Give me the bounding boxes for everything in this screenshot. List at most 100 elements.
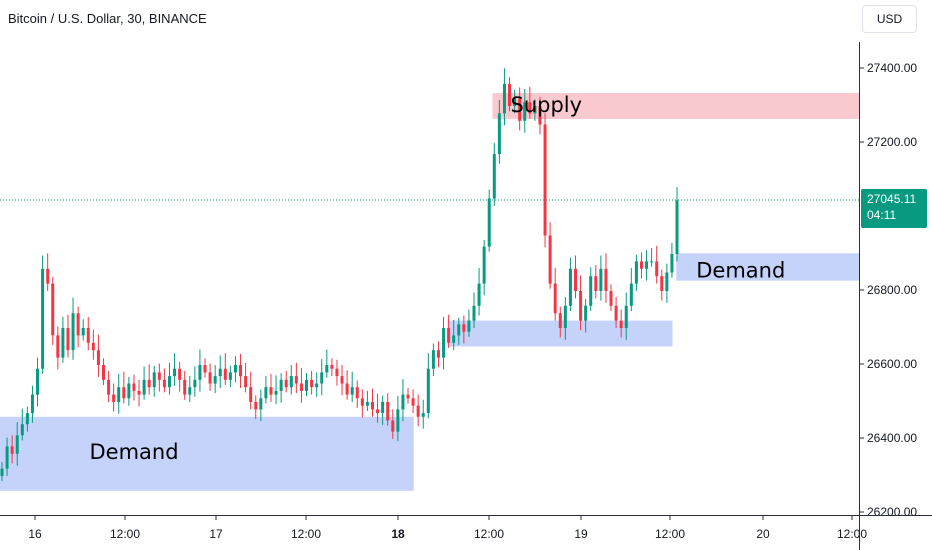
candle-body <box>86 328 90 343</box>
time-tick-label: 12:00 <box>837 527 867 541</box>
time-tick-label: 19 <box>574 527 588 541</box>
candle-body <box>391 420 395 432</box>
candle-body <box>0 468 4 476</box>
candle-body <box>573 268 577 291</box>
candle-body <box>431 350 435 369</box>
candle-body <box>482 246 486 284</box>
candle-body <box>249 387 253 402</box>
candle-body <box>30 394 34 414</box>
candle-body <box>244 376 248 388</box>
candle-body <box>208 372 212 384</box>
demand-zone-label-3: Demand <box>90 440 179 464</box>
candle-body <box>218 368 222 377</box>
candle-body <box>365 402 369 406</box>
candle-body <box>76 313 80 336</box>
candle-body <box>360 398 364 406</box>
time-axis[interactable]: 16 12:00 17 12:00 18 12:00 19 12:00 20 12:00 <box>28 515 867 541</box>
candle-body <box>254 402 258 410</box>
candle-body <box>188 387 192 395</box>
zone-labels-layer: Supply Demand Demand <box>90 93 786 464</box>
candle-body <box>310 379 314 388</box>
candle-body <box>122 387 126 399</box>
candle-body <box>376 409 380 414</box>
supply-zone-0 <box>492 93 859 119</box>
candle-body <box>513 98 517 106</box>
time-tick-label: 12:00 <box>291 527 321 541</box>
price-tick-label: 26200.00 <box>867 505 917 519</box>
candle-body <box>370 402 374 410</box>
candle-body <box>497 113 501 155</box>
candle-body <box>193 379 197 388</box>
candle-body <box>396 409 400 432</box>
candle-body <box>563 305 567 328</box>
candle-body <box>533 106 537 114</box>
candle-body <box>670 254 674 273</box>
supply-zone-label-0: Supply <box>511 93 583 117</box>
candle-body <box>279 379 283 391</box>
chart-title: Bitcoin / U.S. Dollar, 30, BINANCE <box>8 11 207 26</box>
time-tick-label: 17 <box>209 527 223 541</box>
candle-body <box>457 324 461 336</box>
candle-body <box>183 379 187 395</box>
candle-body <box>299 383 303 391</box>
price-tick-label: 26600.00 <box>867 357 917 371</box>
candle-body <box>36 368 40 395</box>
candle-body <box>518 98 522 121</box>
candle-body <box>20 424 24 436</box>
candle-body <box>223 368 227 380</box>
candle-body <box>198 365 202 380</box>
candle-body <box>548 235 552 284</box>
candle-body <box>634 261 638 284</box>
candle-body <box>305 379 309 391</box>
candle-body <box>117 387 121 402</box>
candle-body <box>442 328 446 358</box>
price-tick-label: 27200.00 <box>867 135 917 149</box>
candle-body <box>162 379 166 388</box>
candle-body <box>645 261 649 269</box>
candle-body <box>538 106 542 125</box>
candle-body <box>624 305 628 328</box>
candles-layer <box>0 68 679 482</box>
candle-body <box>66 328 70 351</box>
candle-body <box>619 320 623 328</box>
candle-body <box>345 383 349 395</box>
candle-body <box>411 398 415 406</box>
candle-body <box>294 376 298 384</box>
candle-body <box>589 276 593 306</box>
candle-body <box>233 365 237 373</box>
candle-body <box>10 446 14 454</box>
candle-body <box>147 379 151 388</box>
candle-body <box>173 368 177 377</box>
candle-body <box>269 387 273 395</box>
time-tick-label: 12:00 <box>474 527 504 541</box>
candle-body <box>5 446 9 469</box>
candle-body <box>25 413 29 425</box>
candle-body <box>639 261 643 269</box>
candle-body <box>421 413 425 417</box>
candle-body <box>335 368 339 377</box>
candle-body <box>523 102 527 121</box>
candle-body <box>178 368 182 380</box>
demand-zone-1 <box>676 253 859 281</box>
candle-body <box>436 350 440 358</box>
candle-body <box>61 328 65 358</box>
candle-body <box>579 291 583 321</box>
candle-body <box>452 335 456 343</box>
candle-body <box>91 342 95 351</box>
candle-body <box>675 200 679 254</box>
candle-body <box>599 268 603 291</box>
candle-body <box>350 387 354 395</box>
candle-body <box>56 335 60 358</box>
candle-body <box>447 328 451 343</box>
currency-button[interactable]: USD <box>862 5 917 33</box>
candle-body <box>477 283 481 306</box>
candle-body <box>553 283 557 314</box>
candle-body <box>228 372 232 380</box>
price-tick-label: 27400.00 <box>867 61 917 75</box>
price-axis[interactable]: 27400.00 27200.00 26800.00 26600.00 26400.00… <box>859 61 917 519</box>
candle-body <box>71 313 75 351</box>
time-axis-border <box>0 515 932 516</box>
countdown-timer: 04:11 <box>867 208 897 222</box>
candle-body <box>381 402 385 414</box>
